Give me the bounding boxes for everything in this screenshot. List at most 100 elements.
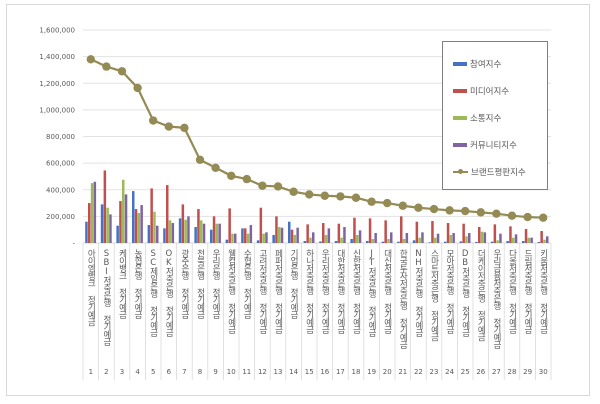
bar xyxy=(374,233,377,243)
x-category-label: 케이뱅크 정기예금 xyxy=(117,249,127,319)
bar xyxy=(356,235,359,243)
bar xyxy=(514,234,518,243)
bar xyxy=(244,228,247,243)
line-marker xyxy=(445,206,454,215)
bar xyxy=(371,239,375,243)
bar xyxy=(288,221,291,243)
x-index-label: 22 xyxy=(414,368,423,376)
bar-group xyxy=(147,188,159,243)
line-marker xyxy=(429,204,439,214)
x-category-label: OK저축은행 정기예금 xyxy=(164,249,174,337)
bar xyxy=(103,170,107,243)
y-tick-label: 800,000 xyxy=(46,133,75,141)
y-tick-label: 600,000 xyxy=(46,160,75,168)
x-category-label: DB저축은행 정기예금 xyxy=(460,249,470,337)
bar-group xyxy=(537,231,549,243)
line-marker xyxy=(211,163,220,172)
x-category-label: 모아저축은행 정기예금 xyxy=(445,249,455,334)
x-index-label: 2 xyxy=(104,368,108,376)
bar xyxy=(418,237,421,243)
bar xyxy=(249,225,253,243)
x-category-label: 우리금융저축은행 정기예금 xyxy=(491,249,501,349)
bar-group xyxy=(350,217,362,243)
bar xyxy=(415,221,419,243)
bar-group xyxy=(85,181,97,243)
bar xyxy=(212,216,216,243)
bar xyxy=(324,235,328,243)
bar xyxy=(522,241,525,243)
bar xyxy=(228,208,231,243)
bar-group xyxy=(381,220,393,243)
bar xyxy=(368,218,372,243)
bar-group xyxy=(412,221,424,243)
bar xyxy=(546,236,549,243)
x-category-label: 우리은행 정기예금 xyxy=(211,249,221,319)
bar-group xyxy=(459,223,471,243)
bar xyxy=(465,236,468,243)
bar xyxy=(218,223,221,243)
bar xyxy=(147,225,151,243)
bar xyxy=(106,207,109,243)
bar-group xyxy=(194,209,206,243)
line-marker xyxy=(164,122,173,131)
bar-group xyxy=(132,191,143,243)
bar xyxy=(259,207,263,243)
bar xyxy=(119,201,122,243)
line-marker xyxy=(476,208,485,217)
bar xyxy=(262,233,265,243)
bar xyxy=(88,203,91,243)
bar xyxy=(434,237,437,243)
bar xyxy=(512,237,515,243)
bar xyxy=(100,204,104,243)
bar xyxy=(431,221,434,243)
bar xyxy=(293,235,297,243)
bar xyxy=(381,241,385,243)
x-category-label: 웰컴저축은행 정기예금 xyxy=(226,248,236,333)
x-index-label: 30 xyxy=(539,368,548,376)
bar-group xyxy=(241,225,253,243)
x-index-label: 16 xyxy=(320,368,329,376)
bar xyxy=(225,239,229,243)
x-index-label: 25 xyxy=(461,368,470,376)
x-index-label: 5 xyxy=(151,368,155,376)
bar xyxy=(272,235,275,243)
bar xyxy=(187,216,190,243)
bar xyxy=(343,227,346,243)
bar xyxy=(402,239,406,243)
legend-swatch-communication xyxy=(453,116,467,120)
bar xyxy=(327,228,331,243)
bar xyxy=(306,224,309,243)
x-category-label: 수협은행 정기예금 xyxy=(242,249,252,319)
bar xyxy=(140,205,143,243)
bar xyxy=(202,223,206,243)
line-marker xyxy=(242,174,251,184)
x-category-label: SBI저축은행 정기예금 xyxy=(101,249,111,346)
line-marker xyxy=(195,155,205,164)
line-marker xyxy=(398,201,407,210)
legend-swatch-participation xyxy=(453,62,467,66)
bar xyxy=(122,179,125,243)
line-marker xyxy=(149,116,158,125)
bar-group xyxy=(178,204,190,243)
line-marker xyxy=(507,211,517,220)
x-category-label: 농협은행 정기예금 xyxy=(133,249,143,319)
x-index-label: 7 xyxy=(182,368,186,376)
bar xyxy=(171,223,175,243)
bar xyxy=(184,219,187,243)
bar-group xyxy=(256,207,268,243)
bar xyxy=(322,223,325,243)
bar xyxy=(366,241,369,243)
y-tick-label: 1,000,000 xyxy=(39,106,75,114)
x-category-label: 아이엠뱅크 정기예금 xyxy=(86,248,96,326)
bar-group xyxy=(288,221,299,243)
bar xyxy=(530,237,533,243)
bar-group xyxy=(272,216,284,243)
bar xyxy=(459,241,463,243)
bar xyxy=(132,191,135,243)
bar xyxy=(390,232,393,243)
bar xyxy=(506,241,509,243)
bar xyxy=(85,221,88,243)
line-marker xyxy=(86,55,96,64)
bar xyxy=(166,185,169,243)
y-tick-label: - xyxy=(72,240,75,248)
